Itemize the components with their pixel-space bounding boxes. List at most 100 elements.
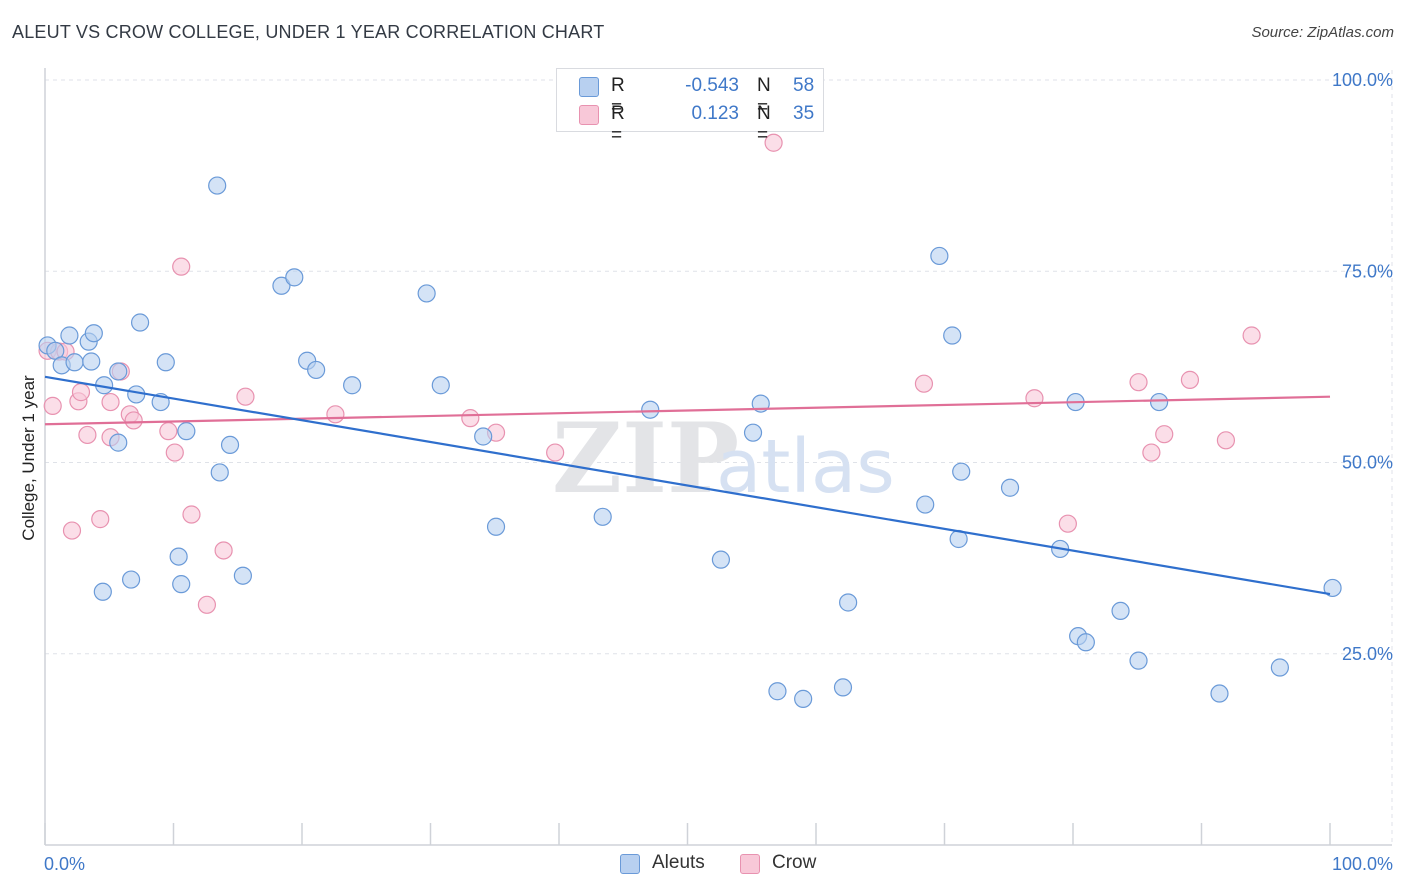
x-tick-label: 100.0% [1332, 854, 1393, 874]
aleuts-point [417, 284, 436, 303]
n-value: 35 [793, 103, 815, 124]
crow-swatch [579, 105, 599, 125]
aleuts-points [38, 176, 1342, 708]
y-tick-label: 50.0% [1342, 453, 1393, 473]
crow-point [214, 541, 233, 560]
aleuts-point [593, 507, 612, 526]
aleuts-point [952, 462, 971, 481]
tick-labels: 25.0% 50.0% 75.0% 100.0% 0.0% 100.0% [44, 70, 1393, 874]
aleuts-point [833, 678, 853, 697]
chart-title: ALEUT VS CROW COLLEGE, UNDER 1 YEAR CORR… [12, 22, 605, 42]
aleuts-point [172, 575, 191, 594]
aleuts-swatch [579, 77, 599, 97]
aleuts-point [82, 352, 101, 371]
crow-point [62, 521, 82, 540]
n-value: 58 [793, 75, 815, 96]
crow-point [91, 510, 110, 529]
crow-point [1129, 373, 1148, 392]
crow-point [1142, 443, 1161, 462]
aleuts-legend-label: Aleuts [652, 852, 705, 873]
x-tick-label: 0.0% [44, 854, 85, 874]
r-label: R = [611, 103, 625, 146]
aleuts-point [156, 353, 175, 372]
crow-points [38, 133, 1261, 614]
aleuts-point [1129, 651, 1148, 670]
aleuts-point [233, 566, 252, 585]
crow-point [461, 409, 480, 428]
aleuts-point [1111, 601, 1130, 621]
aleuts-point [93, 582, 112, 601]
aleuts-point [943, 326, 962, 345]
axis-layer [44, 68, 1392, 846]
trend-lines [44, 375, 1331, 596]
crow-legend-swatch [740, 854, 760, 874]
y-tick-label: 25.0% [1342, 644, 1393, 664]
watermark: ZIP atlas [552, 402, 895, 515]
aleuts-point [1000, 478, 1020, 497]
aleuts-point [127, 385, 146, 404]
crow-point [197, 595, 217, 614]
crow-point [78, 425, 97, 445]
r-value: 0.123 [691, 103, 739, 124]
y-axis-label: College, Under 1 year [19, 375, 38, 541]
aleuts-point [60, 326, 79, 345]
aleuts-point [839, 593, 858, 612]
aleuts-point [1323, 578, 1342, 598]
aleuts-point [1270, 658, 1289, 677]
crow-point [172, 257, 191, 276]
aleuts-point [1149, 392, 1169, 412]
n-label: N = [757, 103, 771, 146]
aleuts-point [486, 517, 506, 536]
aleuts-point [1076, 633, 1095, 652]
crow-point [1216, 431, 1236, 450]
aleuts-point [916, 495, 935, 514]
aleuts-point [794, 689, 813, 708]
aleuts-point [65, 353, 84, 372]
aleuts-point [121, 570, 141, 589]
aleuts-point [711, 550, 731, 569]
aleuts-point [208, 176, 227, 195]
crow-point [1058, 514, 1077, 533]
crow-point [1155, 425, 1174, 444]
crow-point [914, 374, 934, 393]
crow-point [182, 505, 201, 524]
crow-point [1180, 370, 1200, 389]
n-label: N = [757, 75, 771, 118]
watermark-zip: ZIP [552, 402, 739, 515]
aleuts-point [343, 376, 362, 395]
y-tick-label: 75.0% [1342, 261, 1393, 281]
crow-point [101, 392, 120, 412]
crow-point [326, 405, 345, 424]
aleuts-point [768, 682, 787, 701]
aleuts-point [930, 246, 949, 266]
crow-trend-line [44, 395, 1331, 426]
correlation-legend: R = -0.543 N = 58 R = 0.123 N = 35 [556, 68, 824, 146]
crow-point [159, 422, 178, 441]
aleuts-point [272, 276, 291, 295]
crow-point [236, 387, 255, 406]
aleuts-point [210, 463, 229, 482]
crow-point [43, 396, 62, 415]
aleuts-point [169, 547, 188, 566]
r-value: -0.543 [685, 75, 739, 96]
crow-point [764, 133, 783, 152]
aleuts-point [84, 324, 103, 343]
aleuts-point [474, 427, 493, 446]
aleuts-point [177, 422, 196, 441]
y-tick-label: 100.0% [1332, 70, 1393, 90]
grid-layer [45, 70, 1393, 845]
crow-point [546, 443, 565, 462]
aleuts-point [109, 433, 128, 452]
aleuts-point [307, 360, 326, 380]
aleuts-point [285, 268, 304, 287]
crow-point [1242, 326, 1261, 345]
aleuts-point [130, 313, 150, 332]
crow-legend-label: Crow [772, 852, 817, 873]
crow-point [124, 411, 143, 430]
aleuts-point [109, 362, 128, 381]
aleuts-legend-swatch [620, 854, 640, 874]
source-credit: Source: ZipAtlas.com [1251, 24, 1394, 41]
aleuts-point [1210, 684, 1229, 703]
watermark-atlas: atlas [716, 424, 895, 510]
